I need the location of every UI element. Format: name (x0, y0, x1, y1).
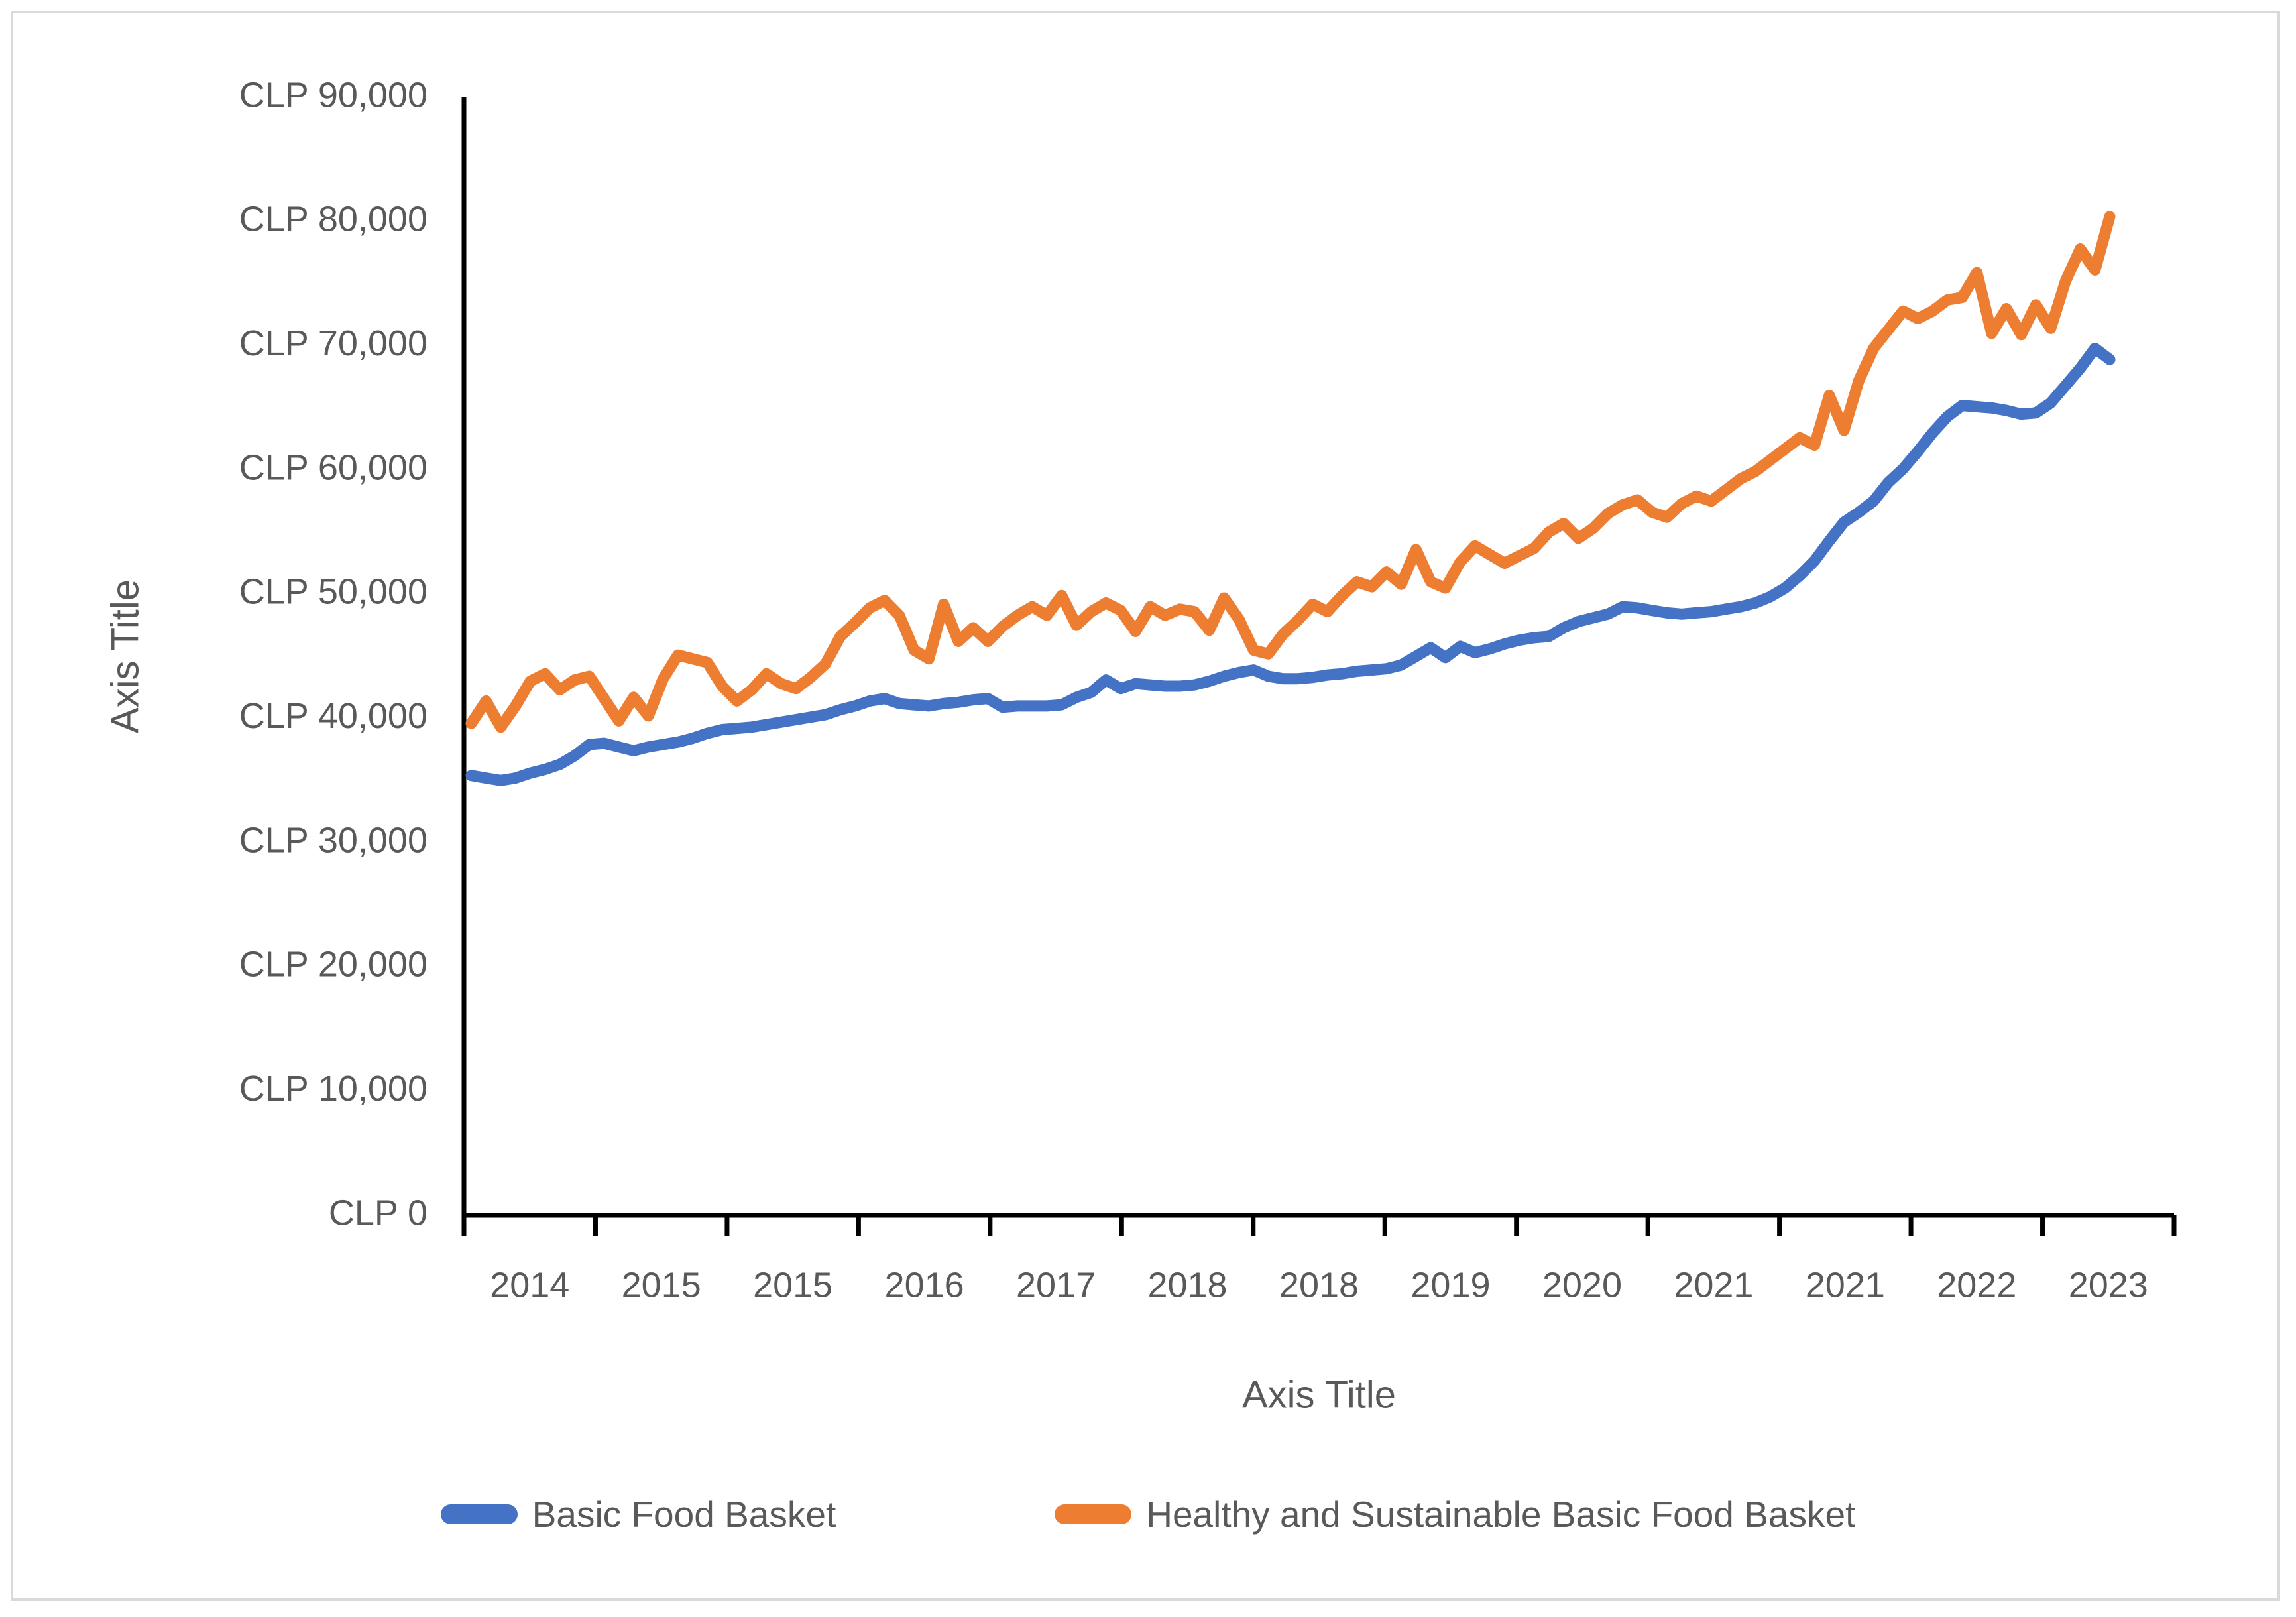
x-axis-tick-label: 2018 (1147, 1265, 1227, 1305)
legend-swatch-blue (440, 1504, 518, 1524)
x-axis-tick-label: 2018 (1279, 1265, 1359, 1305)
legend-swatch-orange (1055, 1504, 1132, 1524)
series-line-basic-food-basket (465, 342, 2116, 786)
legend-item-healthy-basket: Healthy and Sustainable Basic Food Baske… (1055, 1493, 1855, 1535)
x-axis-tick-label: 2023 (2069, 1265, 2148, 1305)
chart-legend: Basic Food Basket Healthy and Sustainabl… (0, 1493, 2296, 1535)
y-axis-tick-label: CLP 30,000 (239, 820, 428, 860)
x-axis-tick-label: 2021 (1674, 1265, 1753, 1305)
y-axis-tick-label: CLP 10,000 (239, 1069, 428, 1108)
x-axis-tick-label: 2017 (1016, 1265, 1096, 1305)
x-axis-tick-label: 2016 (885, 1265, 964, 1305)
y-axis-tick-label: CLP 80,000 (239, 200, 428, 239)
legend-label: Basic Food Basket (532, 1494, 836, 1535)
x-axis-tick-label: 2020 (1542, 1265, 1622, 1305)
y-axis-tick-label: CLP 70,000 (239, 324, 428, 363)
x-axis-tick-label: 2019 (1410, 1265, 1490, 1305)
x-axis-tick-label: 2015 (622, 1265, 701, 1305)
legend-item-basic-food-basket: Basic Food Basket (440, 1493, 836, 1535)
series-line-healthy-and-sustainable-basic-food-basket (465, 211, 2116, 733)
x-axis-tick-label: 2014 (490, 1265, 569, 1305)
x-axis-tick-label: 2021 (1806, 1265, 1885, 1305)
y-axis-tick-label: CLP 90,000 (239, 75, 428, 115)
x-axis-title: Axis Title (1242, 1373, 1396, 1416)
y-axis-tick-label: CLP 40,000 (239, 696, 428, 736)
x-axis-tick-label: 2022 (1937, 1265, 2016, 1305)
x-axis-tick-label: 2015 (753, 1265, 832, 1305)
y-axis-tick-label: CLP 0 (329, 1193, 428, 1232)
y-axis-title: Axis Title (103, 579, 146, 733)
chart-border-frame (11, 11, 2280, 1601)
legend-label: Healthy and Sustainable Basic Food Baske… (1146, 1494, 1856, 1535)
y-axis-tick-label: CLP 60,000 (239, 448, 428, 487)
y-axis-tick-label: CLP 20,000 (239, 945, 428, 985)
y-axis-tick-label: CLP 50,000 (239, 572, 428, 612)
